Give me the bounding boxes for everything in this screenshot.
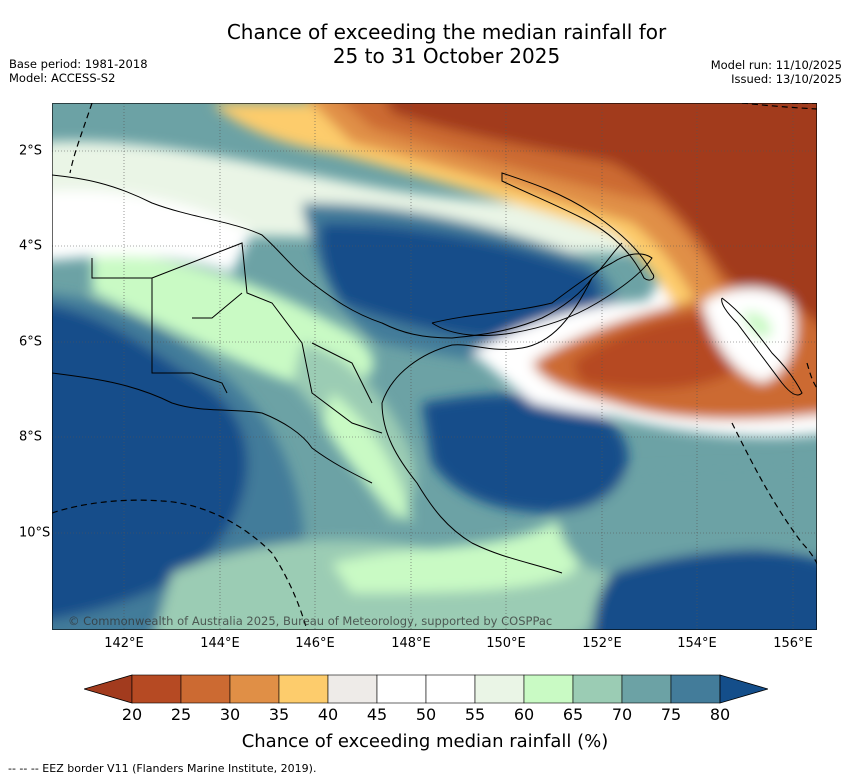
- colorbar-under-arrow: [84, 674, 133, 704]
- field-se-blue: [592, 549, 817, 630]
- colorbar-tick: 55: [464, 705, 486, 724]
- colorbar-bin: [670, 674, 721, 704]
- colorbar-tick: 80: [709, 705, 731, 724]
- model-name: Model: ACCESS-S2: [9, 71, 116, 85]
- lat-label: 4°S: [19, 238, 43, 254]
- new-britain-coast: [431, 253, 653, 337]
- copyright-notice: © Commonwealth of Australia 2025, Bureau…: [68, 614, 552, 628]
- colorbar-over-arrow: [719, 674, 768, 704]
- rainfall-map: © Commonwealth of Australia 2025, Bureau…: [52, 103, 817, 630]
- field-south-light: [332, 521, 583, 593]
- colorbar-tick: 75: [660, 705, 682, 724]
- field-bougainville-white: [702, 288, 796, 383]
- png-border-west: [91, 258, 228, 394]
- colorbar-tick: 60: [513, 705, 535, 724]
- colorbar-tick: 45: [366, 705, 388, 724]
- colorbar-tick: 25: [170, 705, 192, 724]
- colorbar-tick: 40: [317, 705, 339, 724]
- new-ireland-coast: [501, 172, 655, 281]
- base-period: Base period: 1981-2018: [9, 57, 148, 71]
- colorbar: [84, 674, 768, 704]
- field-central-deep: [320, 223, 600, 343]
- colorbar-title: Chance of exceeding median rainfall (%): [241, 731, 609, 752]
- lat-label: 8°S: [19, 429, 43, 445]
- colorbar-bin: [523, 674, 574, 704]
- colorbar-bin: [278, 674, 329, 704]
- bougainville-coast: [721, 297, 803, 396]
- title-line-1: Chance of exceeding the median rainfall …: [226, 20, 667, 44]
- colorbar-tick: 70: [611, 705, 633, 724]
- colorbar-bin: [180, 674, 231, 704]
- title-line-2: 25 to 31 October 2025: [332, 44, 561, 68]
- lon-label: 146°E: [295, 636, 335, 651]
- field-west-deep: [52, 305, 248, 620]
- colorbar-tick: 20: [121, 705, 143, 724]
- map-frame: [52, 103, 817, 630]
- meta-left: Base period: 1981-2018 Model: ACCESS-S2: [9, 57, 148, 85]
- lat-label: 10°S: [19, 525, 51, 541]
- field-ne-brown: [572, 313, 746, 390]
- colorbar-tick: 65: [562, 705, 584, 724]
- province-borders: [151, 242, 383, 434]
- coastlines: [52, 172, 803, 574]
- field-central-light-band: [322, 393, 412, 523]
- field-brown-north: [387, 103, 817, 336]
- field-bougainville-green: [742, 311, 772, 338]
- field-mid-blue: [422, 394, 629, 513]
- colorbar-bin: [376, 674, 427, 704]
- lon-label: 152°E: [582, 636, 622, 651]
- issued-date: Issued: 13/10/2025: [731, 72, 842, 86]
- lat-label: 6°S: [19, 334, 43, 350]
- colorbar-bin: [425, 674, 476, 704]
- eez-footnote: -- -- -- EEZ border V11 (Flanders Marine…: [8, 762, 317, 775]
- colorbar-bin: [621, 674, 672, 704]
- lon-label: 144°E: [200, 636, 240, 651]
- field-se-mid: [552, 464, 817, 573]
- colorbar-bin: [572, 674, 623, 704]
- map-title: Chance of exceeding the median rainfall …: [0, 20, 850, 68]
- lon-label: 150°E: [486, 636, 526, 651]
- lat-label: 2°S: [19, 143, 43, 159]
- lon-label: 148°E: [391, 636, 431, 651]
- lon-label: 156°E: [773, 636, 813, 651]
- lon-label: 142°E: [104, 636, 144, 651]
- meta-right: Model run: 11/10/2025 Issued: 13/10/2025: [711, 58, 842, 86]
- new-guinea-coast: [52, 174, 623, 574]
- colorbar-tick: 50: [415, 705, 437, 724]
- lon-label: 154°E: [677, 636, 717, 651]
- model-run: Model run: 11/10/2025: [710, 58, 842, 72]
- colorbar-bin: [474, 674, 525, 704]
- probability-field: [52, 103, 817, 630]
- colorbar-bin: [131, 674, 182, 704]
- colorbar-tick: 35: [268, 705, 290, 724]
- colorbar-bin: [327, 674, 378, 704]
- colorbar-tick: 30: [219, 705, 241, 724]
- field-nw-white: [52, 190, 252, 273]
- colorbar-bin: [229, 674, 280, 704]
